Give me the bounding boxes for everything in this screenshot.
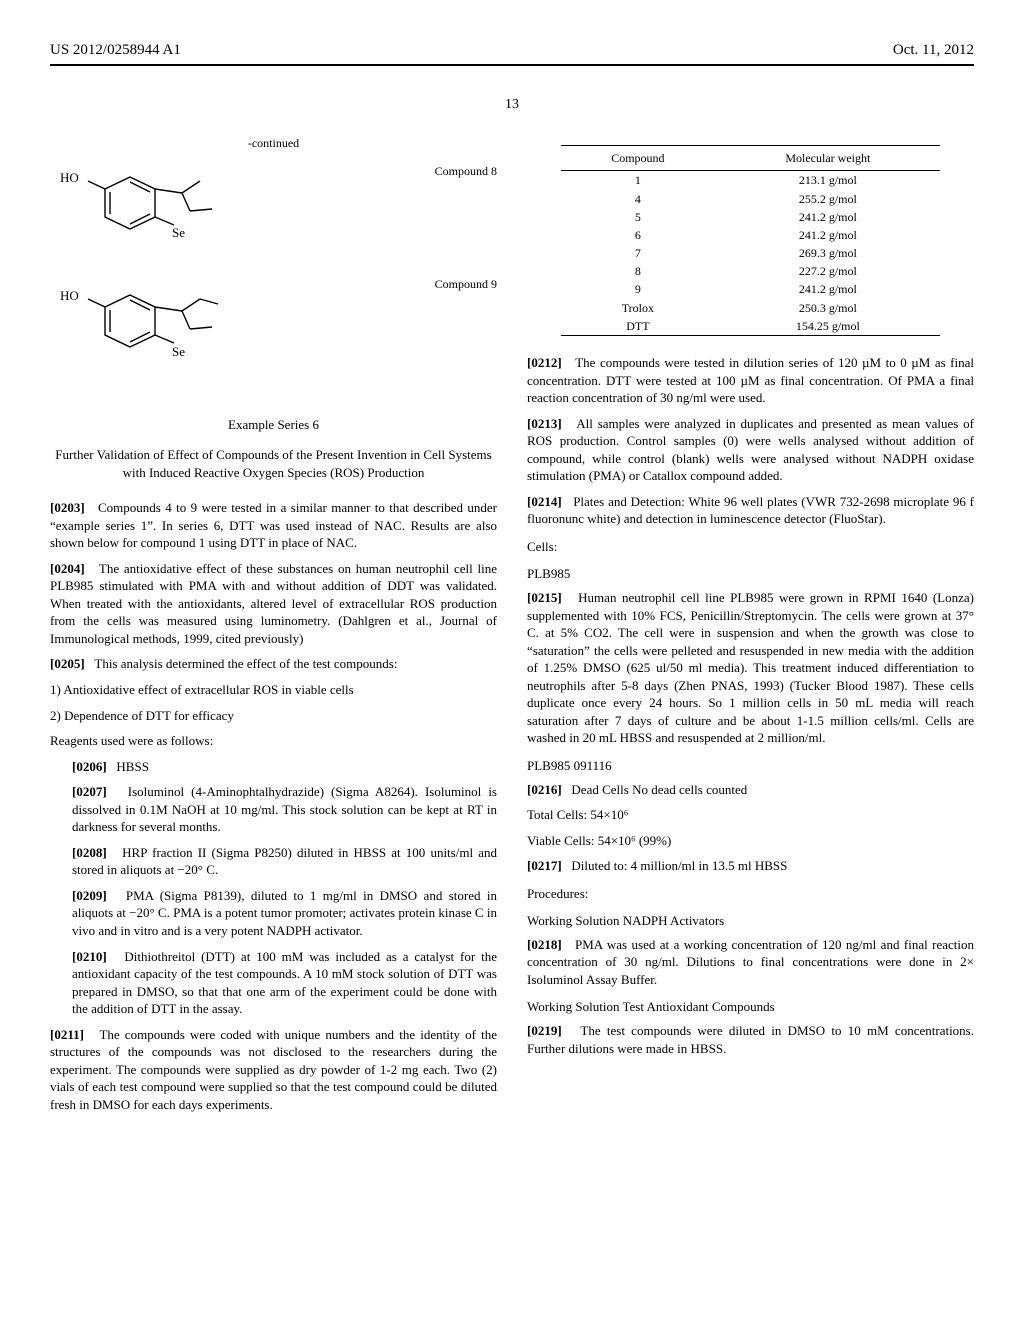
se-label: Se [172, 344, 185, 359]
plb-heading: PLB985 [527, 565, 974, 583]
viable-cells: Viable Cells: 54×10⁶ (99%) [527, 832, 974, 850]
para-0211: [0211] The compounds were coded with uni… [50, 1026, 497, 1114]
example-series-title: Example Series 6 [50, 416, 497, 434]
page-header: US 2012/0258944 A1 Oct. 11, 2012 [50, 40, 974, 60]
content-columns: -continued [50, 135, 974, 1121]
compound-8-structure: HO Se [50, 159, 240, 264]
plb-date: PLB985 091116 [527, 757, 974, 775]
para-0214: [0214] Plates and Detection: White 96 we… [527, 493, 974, 528]
ho-label: HO [60, 288, 79, 303]
header-rule [50, 64, 974, 66]
list-item-1: 1) Antioxidative effect of extracellular… [50, 681, 497, 699]
para-0213: [0213] All samples were analyzed in dupl… [527, 415, 974, 485]
compound-9-structure: HO Se [50, 272, 240, 387]
para-0207: [0207] Isoluminol (4-Aminophtalhydrazide… [50, 783, 497, 836]
para-0215: [0215] Human neutrophil cell line PLB985… [527, 589, 974, 747]
para-0218: [0218] PMA was used at a working concent… [527, 936, 974, 989]
left-column: -continued [50, 135, 497, 1121]
para-0205: [0205] This analysis determined the effe… [50, 655, 497, 673]
right-column: CompoundMolecular weight 1213.1 g/mol 42… [527, 135, 974, 1121]
mw-th-weight: Molecular weight [715, 146, 940, 171]
compound-8-label: Compound 8 [435, 159, 497, 179]
para-0217: [0217] Diluted to: 4 million/ml in 13.5 … [527, 857, 974, 875]
para-0219: [0219] The test compounds were diluted i… [527, 1022, 974, 1057]
page-number: 13 [50, 96, 974, 115]
pub-date: Oct. 11, 2012 [893, 40, 974, 60]
para-0212: [0212] The compounds were tested in dilu… [527, 354, 974, 407]
ws2-heading: Working Solution Test Antioxidant Compou… [527, 998, 974, 1016]
pub-number: US 2012/0258944 A1 [50, 40, 181, 60]
ho-label: HO [60, 170, 79, 185]
example-series-subtitle: Further Validation of Effect of Compound… [50, 446, 497, 481]
para-0210: [0210] Dithiothreitol (DTT) at 100 mM wa… [50, 948, 497, 1018]
procedures-heading: Procedures: [527, 885, 974, 903]
compound-9-label: Compound 9 [435, 272, 497, 292]
total-cells: Total Cells: 54×10⁶ [527, 806, 974, 824]
list-item-2: 2) Dependence of DTT for efficacy [50, 707, 497, 725]
para-0216: [0216] Dead Cells No dead cells counted [527, 781, 974, 799]
compound-9-block: HO Se Compound 9 [50, 272, 497, 387]
continued-label: -continued [50, 135, 497, 151]
ws1-heading: Working Solution NADPH Activators [527, 912, 974, 930]
cells-heading: Cells: [527, 538, 974, 556]
para-0204: [0204] The antioxidative effect of these… [50, 560, 497, 648]
para-0206: [0206] HBSS [50, 758, 497, 776]
mw-th-compound: Compound [561, 146, 716, 171]
molecular-weight-table: CompoundMolecular weight 1213.1 g/mol 42… [561, 145, 941, 336]
para-0203: [0203] Compounds 4 to 9 were tested in a… [50, 499, 497, 552]
compound-8-block: HO Se Compound 8 [50, 159, 497, 264]
se-label: Se [172, 225, 185, 240]
para-0208: [0208] HRP fraction II (Sigma P8250) dil… [50, 844, 497, 879]
para-0209: [0209] PMA (Sigma P8139), diluted to 1 m… [50, 887, 497, 940]
reagents-intro: Reagents used were as follows: [50, 732, 497, 750]
